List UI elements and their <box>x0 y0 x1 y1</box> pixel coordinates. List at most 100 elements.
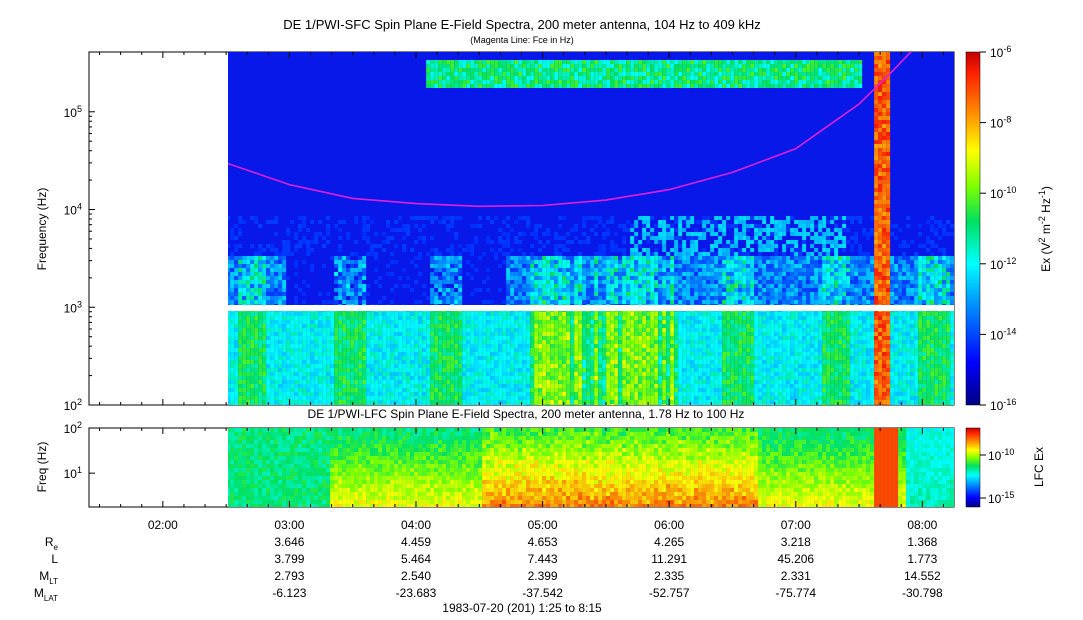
sfc-cell <box>406 384 411 388</box>
sfc-cell <box>266 372 271 376</box>
sfc-cell <box>434 320 439 324</box>
sfc-cell <box>654 328 659 332</box>
sfc-cell <box>446 272 451 276</box>
sfc-cell <box>334 260 339 264</box>
sfc-cell <box>338 316 343 320</box>
sfc-cell <box>670 340 675 344</box>
sfc-cell <box>590 384 595 388</box>
sfc-cell <box>310 316 315 320</box>
sfc-cell <box>666 356 671 360</box>
sfc-cell <box>406 404 411 405</box>
sfc-cell <box>274 256 279 260</box>
sfc-cell <box>658 220 663 224</box>
sfc-cell <box>606 292 611 296</box>
sfc-cell <box>338 352 343 356</box>
sfc-cell <box>434 256 439 260</box>
sfc-cell <box>622 268 627 272</box>
sfc-cell <box>638 276 643 280</box>
sfc-cell <box>634 60 639 64</box>
sfc-cell <box>646 248 651 252</box>
sfc-cell <box>610 316 615 320</box>
sfc-cell <box>618 272 623 276</box>
sfc-cell <box>530 352 535 356</box>
sfc-cell <box>274 340 279 344</box>
sfc-cell <box>228 372 231 376</box>
sfc-cell <box>230 260 235 264</box>
sfc-cell <box>502 336 507 340</box>
sfc-cell <box>326 332 331 336</box>
sfc-cell <box>270 360 275 364</box>
sfc-cell <box>578 352 583 356</box>
sfc-cell <box>254 296 259 300</box>
sfc-cell <box>614 348 619 352</box>
sfc-cell <box>534 360 539 364</box>
sfc-cell <box>274 396 279 400</box>
sfc-cell <box>446 404 451 405</box>
sfc-cell <box>422 380 427 384</box>
sfc-cell <box>354 272 359 276</box>
sfc-cell <box>498 64 503 68</box>
sfc-cell <box>390 364 395 368</box>
sfc-cell <box>542 84 547 88</box>
sfc-cell <box>430 220 435 224</box>
sfc-cell <box>310 336 315 340</box>
sfc-cell <box>526 292 531 296</box>
sfc-cell <box>430 380 435 384</box>
sfc-cell <box>698 292 703 296</box>
sfc-cell <box>306 252 311 256</box>
sfc-cell <box>662 336 667 340</box>
sfc-cell <box>406 324 411 328</box>
sfc-cell <box>654 260 659 264</box>
sfc-cell <box>234 316 239 320</box>
sfc-cell <box>698 336 703 340</box>
sfc-cell <box>686 268 691 272</box>
sfc-cell <box>358 372 363 376</box>
sfc-cell <box>246 332 251 336</box>
sfc-cell <box>606 328 611 332</box>
sfc-cell <box>362 388 367 392</box>
sfc-cell <box>430 364 435 368</box>
sfc-cell <box>486 380 491 384</box>
sfc-cell <box>258 272 263 276</box>
sfc-cell <box>618 284 623 288</box>
sfc-cell <box>642 232 647 236</box>
sfc-cell <box>618 280 623 284</box>
sfc-cell <box>622 364 627 368</box>
sfc-cell <box>342 288 347 292</box>
sfc-cell <box>590 316 595 320</box>
sfc-cell <box>310 264 315 268</box>
sfc-cell <box>366 344 371 348</box>
sfc-cell <box>530 316 535 320</box>
sfc-cell <box>278 324 283 328</box>
sfc-cell <box>298 348 303 352</box>
sfc-cell <box>446 256 451 260</box>
sfc-cell <box>606 64 611 68</box>
sfc-cell <box>310 320 315 324</box>
sfc-cell <box>270 300 275 304</box>
sfc-cell <box>302 300 307 304</box>
sfc-cell <box>486 396 491 400</box>
sfc-cell <box>594 264 599 268</box>
sfc-cell <box>442 280 447 284</box>
sfc-cell <box>466 360 471 364</box>
sfc-cell <box>678 388 683 392</box>
sfc-cell <box>622 64 627 68</box>
sfc-cell <box>602 64 607 68</box>
sfc-cell <box>650 344 655 348</box>
sfc-cell <box>250 400 255 404</box>
sfc-cell <box>318 340 323 344</box>
sfc-cell <box>478 380 483 384</box>
sfc-cell <box>614 320 619 324</box>
sfc-cell <box>238 348 243 352</box>
sfc-cell <box>278 328 283 332</box>
sfc-cell <box>618 324 623 328</box>
sfc-cell <box>562 276 567 280</box>
sfc-cell <box>402 340 407 344</box>
sfc-cell <box>634 316 639 320</box>
sfc-cell <box>542 292 547 296</box>
sfc-cell <box>458 280 463 284</box>
sfc-cell <box>622 68 627 72</box>
sfc-cell <box>450 372 455 376</box>
sfc-cell <box>534 264 539 268</box>
sfc-cell <box>674 340 679 344</box>
